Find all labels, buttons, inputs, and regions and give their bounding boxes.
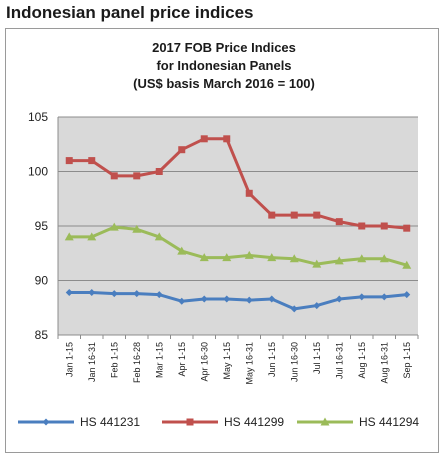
series-hs-441299 — [65, 135, 411, 232]
x-tick-label: Feb 16-28 — [132, 342, 142, 383]
x-tick-label: May 1-15 — [222, 342, 232, 380]
data-point — [290, 305, 298, 313]
data-point — [380, 293, 388, 301]
data-point — [109, 222, 119, 231]
data-point — [65, 157, 73, 165]
legend-label: HS 441231 — [80, 415, 140, 429]
data-point — [268, 295, 276, 303]
data-point — [358, 293, 366, 301]
legend-item: HS 441294 — [297, 415, 419, 429]
data-point — [88, 288, 96, 296]
data-point — [223, 135, 231, 143]
x-tick-label: Apr 1-15 — [177, 342, 187, 377]
legend: HS 441231 HS 441299 HS 441294 — [18, 415, 419, 429]
data-point — [402, 260, 412, 269]
x-tick-label: Jul 1-15 — [312, 342, 322, 374]
x-tick-label: Sep 1-15 — [402, 342, 412, 379]
data-point — [65, 288, 73, 296]
y-tick-label: 100 — [28, 165, 48, 179]
x-tick-label: Aug 16-31 — [379, 342, 389, 384]
chart-title-line: for Indonesian Panels — [156, 58, 291, 73]
x-tick-label: Jun 1-15 — [267, 342, 277, 377]
data-point — [155, 168, 163, 175]
x-tick-label: Feb 1-15 — [109, 342, 119, 378]
legend-label: HS 441299 — [224, 415, 284, 429]
data-point — [87, 232, 97, 241]
data-point — [403, 291, 411, 299]
y-axis-ticks: 85 90 95 100 105 — [28, 110, 48, 342]
data-point — [403, 224, 411, 232]
series-hs-441294 — [64, 222, 412, 269]
x-tick-label: Aug 1-15 — [357, 342, 367, 379]
data-point — [245, 296, 253, 304]
data-point — [177, 246, 187, 255]
data-point — [334, 256, 344, 265]
x-tick-label: Mar 1-15 — [154, 342, 164, 378]
data-point — [290, 211, 298, 219]
data-point — [222, 253, 232, 262]
data-point — [245, 189, 253, 197]
series-line — [69, 137, 407, 230]
data-point — [380, 222, 388, 230]
data-point — [64, 232, 74, 241]
data-point — [357, 254, 367, 263]
x-tick-label: Jan 16-31 — [87, 342, 97, 382]
data-point — [223, 295, 231, 303]
page-heading: Indonesian panel price indices — [6, 3, 254, 22]
series-hs-441231 — [65, 288, 411, 313]
x-axis-ticks: Jan 1-15 Jan 16-31 Feb 1-15 Feb 16-28 Mar 1-… — [57, 335, 419, 385]
chart-title-line: 2017 FOB Price Indices — [152, 40, 296, 55]
data-point — [186, 418, 194, 426]
data-point — [320, 417, 330, 426]
data-point — [199, 253, 209, 262]
data-point — [313, 211, 321, 219]
data-point — [154, 232, 164, 241]
y-tick-label: 85 — [35, 328, 49, 342]
data-point — [178, 146, 186, 154]
data-point — [335, 218, 343, 226]
data-point — [88, 157, 96, 165]
data-point — [244, 250, 254, 259]
data-point — [358, 222, 366, 230]
x-tick-label: Apr 16-30 — [199, 342, 209, 382]
x-tick-label: Jun 16-30 — [289, 342, 299, 382]
data-point — [110, 172, 118, 180]
chart-title-line: (US$ basis March 2016 = 100) — [133, 76, 315, 91]
data-point — [155, 291, 163, 299]
data-point — [42, 418, 50, 426]
data-point — [178, 297, 186, 305]
data-point — [133, 172, 141, 180]
series-line — [69, 225, 408, 267]
data-point — [200, 135, 208, 143]
data-point — [133, 290, 141, 298]
data-point — [110, 290, 118, 298]
x-tick-label: Jan 1-15 — [64, 342, 74, 377]
legend-item: HS 441299 — [162, 415, 284, 429]
data-point — [132, 224, 142, 233]
series-line — [69, 290, 407, 311]
y-tick-label: 105 — [28, 110, 48, 124]
legend-label: HS 441294 — [359, 415, 419, 429]
x-tick-label: Jul 16-31 — [334, 342, 344, 379]
data-point — [335, 295, 343, 303]
chart-title: 2017 FOB Price Indices for Indonesian Pan… — [133, 40, 315, 91]
legend-item: HS 441231 — [18, 415, 140, 429]
data-point — [200, 295, 208, 303]
data-point — [312, 259, 322, 268]
data-point — [379, 254, 389, 263]
data-point — [267, 253, 277, 262]
data-point — [268, 211, 276, 219]
data-series — [64, 135, 412, 313]
data-point — [289, 254, 299, 263]
x-tick-label: May 16-31 — [244, 342, 254, 385]
data-point — [313, 302, 321, 310]
y-tick-label: 90 — [35, 274, 49, 288]
y-tick-label: 95 — [35, 219, 49, 233]
